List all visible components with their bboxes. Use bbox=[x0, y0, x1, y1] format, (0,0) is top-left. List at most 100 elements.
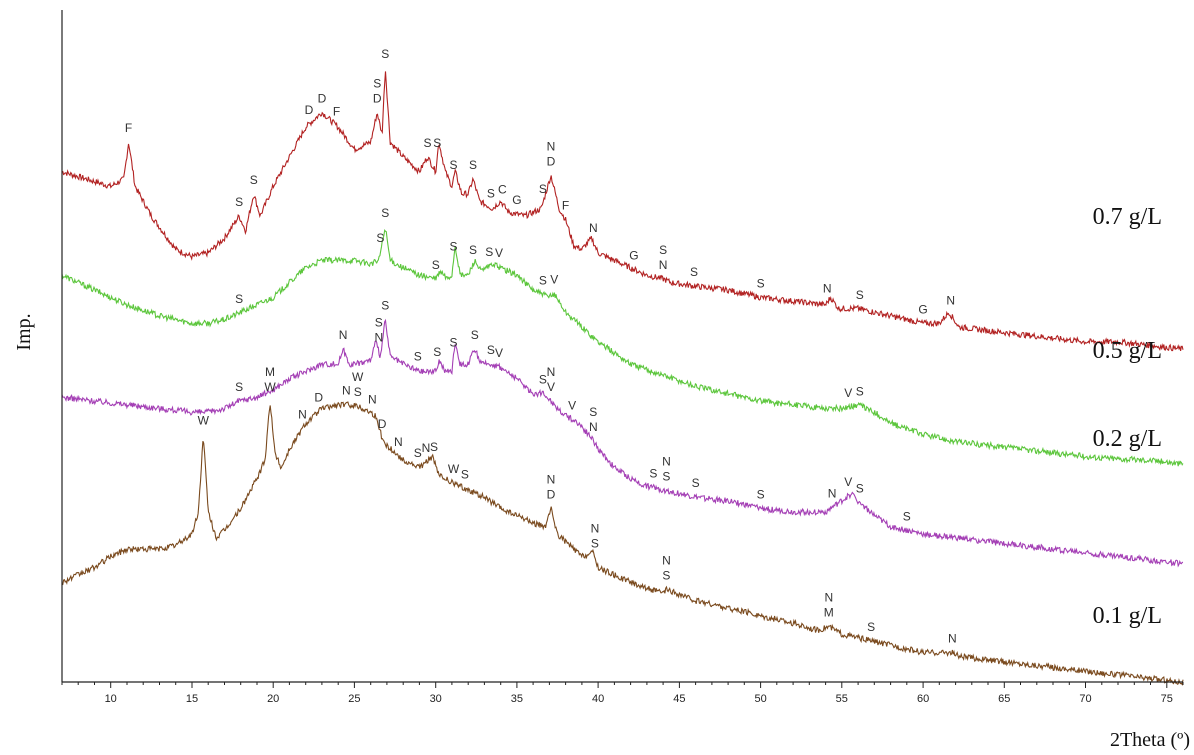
peak-label: N bbox=[591, 522, 600, 536]
peak-label: N bbox=[824, 591, 833, 605]
peak-label: M bbox=[824, 606, 834, 620]
peak-label: S bbox=[539, 373, 547, 387]
peak-label: S bbox=[690, 265, 698, 279]
series-line-2 bbox=[61, 318, 1184, 568]
x-tick-label: 65 bbox=[998, 693, 1010, 705]
peak-label: S bbox=[430, 440, 438, 454]
peak-label: S bbox=[414, 350, 422, 364]
peak-label: S bbox=[375, 316, 383, 330]
peak-label: S bbox=[469, 158, 477, 172]
peak-label: N bbox=[547, 365, 556, 379]
peak-label: S bbox=[591, 537, 599, 551]
x-tick-label: 60 bbox=[917, 693, 929, 705]
peak-label: S bbox=[449, 336, 457, 350]
peak-label: N bbox=[828, 487, 837, 501]
peak-label: S bbox=[867, 620, 875, 634]
peak-label: N bbox=[339, 328, 348, 342]
peak-label: W bbox=[448, 462, 460, 476]
peak-label: G bbox=[629, 248, 638, 262]
peak-label: S bbox=[354, 385, 362, 399]
peak-label: S bbox=[250, 173, 258, 187]
peak-label: S bbox=[235, 380, 243, 394]
peak-label: G bbox=[918, 302, 927, 316]
peak-label: D bbox=[547, 487, 556, 501]
peak-label: S bbox=[856, 481, 864, 495]
x-axis-title: 2Theta (º) bbox=[1110, 729, 1190, 751]
peak-label: S bbox=[649, 467, 657, 481]
concentration-label: 0.1 g/L bbox=[1093, 603, 1162, 629]
peak-label: W bbox=[198, 413, 210, 427]
peak-label: V bbox=[495, 346, 503, 360]
peak-label: S bbox=[903, 510, 911, 524]
peak-label: S bbox=[433, 136, 441, 150]
peak-label: S bbox=[757, 276, 765, 290]
concentration-label: 0.2 g/L bbox=[1093, 426, 1162, 452]
peak-label: F bbox=[333, 105, 340, 119]
peak-label: S bbox=[589, 405, 597, 419]
concentration-label: 0.5 g/L bbox=[1093, 338, 1162, 364]
peak-label: S bbox=[235, 195, 243, 209]
peak-label: S bbox=[487, 343, 495, 357]
peak-label: S bbox=[373, 76, 381, 90]
peak-label: W bbox=[264, 380, 276, 394]
peak-label: D bbox=[547, 154, 556, 168]
peak-label: N bbox=[374, 331, 383, 345]
peak-label: D bbox=[378, 417, 387, 431]
peak-label: S bbox=[381, 299, 389, 313]
x-tick-label: 75 bbox=[1161, 693, 1173, 705]
peak-label: V bbox=[547, 380, 555, 394]
peak-label: V bbox=[495, 246, 503, 260]
series-line-0 bbox=[61, 71, 1184, 352]
peak-label: N bbox=[662, 455, 671, 469]
peak-label: S bbox=[662, 569, 670, 583]
peak-label: S bbox=[757, 487, 765, 501]
peak-label: S bbox=[414, 446, 422, 460]
peak-label: S bbox=[449, 158, 457, 172]
peak-label: N bbox=[589, 420, 598, 434]
x-tick-label: 50 bbox=[754, 693, 766, 705]
peak-label: S bbox=[449, 239, 457, 253]
peak-label: N bbox=[662, 554, 671, 568]
peak-label: D bbox=[305, 103, 314, 117]
peak-label: N bbox=[368, 392, 377, 406]
peak-label: N bbox=[823, 281, 832, 295]
peak-label: S bbox=[381, 47, 389, 61]
x-tick-label: 20 bbox=[267, 693, 279, 705]
peak-label: S bbox=[539, 182, 547, 196]
peak-label: N bbox=[659, 258, 668, 272]
peak-label: C bbox=[498, 182, 507, 196]
peak-label: F bbox=[562, 199, 569, 213]
peak-label: N bbox=[342, 384, 351, 398]
peak-label: S bbox=[423, 136, 431, 150]
peak-label: S bbox=[432, 258, 440, 272]
peak-label: N bbox=[547, 472, 556, 486]
peak-label: M bbox=[265, 365, 275, 379]
y-axis-title: Imp. bbox=[13, 313, 35, 350]
peak-label: N bbox=[948, 632, 957, 646]
peak-label: S bbox=[692, 476, 700, 490]
peak-label: S bbox=[485, 245, 493, 259]
x-tick-label: 45 bbox=[673, 693, 685, 705]
x-tick-label: 70 bbox=[1079, 693, 1091, 705]
series-layer bbox=[61, 71, 1184, 686]
concentration-label-layer: 0.7 g/L 0.5 g/L 0.2 g/L 0.1 g/L bbox=[1093, 204, 1162, 629]
x-tick-label: 30 bbox=[430, 693, 442, 705]
peak-label: F bbox=[125, 121, 132, 135]
peak-label: S bbox=[856, 288, 864, 302]
peak-label: N bbox=[589, 221, 598, 235]
peak-label: S bbox=[461, 467, 469, 481]
peak-label: S bbox=[381, 206, 389, 220]
peak-label: W bbox=[352, 370, 364, 384]
peak-label: G bbox=[512, 193, 521, 207]
peak-label: S bbox=[471, 328, 479, 342]
peak-label: S bbox=[469, 243, 477, 257]
peak-label: S bbox=[856, 384, 864, 398]
peak-label: N bbox=[298, 407, 307, 421]
peak-label: V bbox=[844, 386, 852, 400]
peak-label: S bbox=[487, 187, 495, 201]
series-line-3 bbox=[61, 401, 1184, 686]
peak-label: N bbox=[422, 441, 431, 455]
peak-label: V bbox=[550, 273, 558, 287]
